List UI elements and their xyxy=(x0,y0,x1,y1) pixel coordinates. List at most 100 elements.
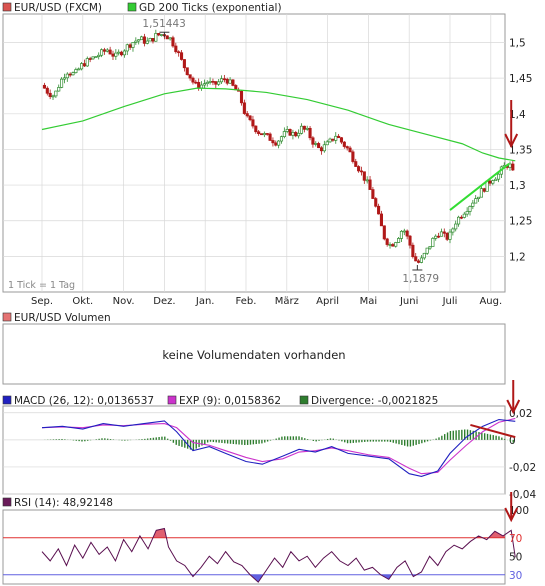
candle-body xyxy=(325,141,329,146)
candle-body xyxy=(54,90,58,97)
divergence-histogram xyxy=(44,429,514,451)
candle-body xyxy=(291,132,295,136)
candle-body xyxy=(188,74,192,79)
candle-body xyxy=(97,54,101,57)
candle-body xyxy=(68,73,72,76)
candle-body xyxy=(179,52,184,60)
candle-body xyxy=(442,231,446,234)
price-y-tick-label: 1,5 xyxy=(509,38,526,50)
candle-body xyxy=(288,129,292,136)
macd-y-tick-label: -0,02 xyxy=(509,462,536,474)
candle-body xyxy=(362,171,366,181)
candle-body xyxy=(317,143,321,149)
candle-body xyxy=(459,216,463,219)
candle-body xyxy=(185,67,189,76)
candle-body xyxy=(339,137,344,143)
candle-body xyxy=(100,49,104,56)
candle-body xyxy=(108,49,112,55)
candle-body xyxy=(474,198,478,204)
candle-body xyxy=(277,140,281,146)
macd-legend-swatch xyxy=(2,395,12,405)
price-y-tick-label: 1,2 xyxy=(509,251,526,263)
candle-body xyxy=(114,52,118,57)
candle-body xyxy=(428,246,432,249)
candle-body xyxy=(414,256,418,262)
candle-body xyxy=(65,73,69,79)
candle-body xyxy=(202,83,206,86)
candle-body xyxy=(48,92,52,97)
candle-body xyxy=(282,131,286,138)
candle-body xyxy=(348,147,352,153)
candle-body xyxy=(194,81,198,84)
macd-y-tick-label: 0 xyxy=(509,435,516,447)
candle-body xyxy=(365,179,369,182)
candle-body xyxy=(199,84,204,89)
volume-plot-frame xyxy=(2,323,506,385)
candle-body xyxy=(497,173,501,180)
macd-legend-divergence: Divergence: -0,0021825 xyxy=(311,395,438,407)
candle-body xyxy=(419,257,423,263)
candle-body xyxy=(80,63,84,70)
month-label: Feb. xyxy=(236,296,257,307)
candle-body xyxy=(334,135,338,141)
price-legend-eurusd: EUR/USD (FXCM) xyxy=(14,2,102,14)
candle-body xyxy=(331,138,335,141)
candle-body xyxy=(371,189,375,199)
candle-body xyxy=(494,178,498,182)
month-label: Nov. xyxy=(113,296,135,307)
month-label: April xyxy=(316,296,339,307)
candle-body xyxy=(137,39,141,42)
exp-legend-swatch xyxy=(167,395,177,405)
rsi-y-tick-label: 70 xyxy=(509,533,522,545)
candle-body xyxy=(299,125,304,134)
candle-body xyxy=(465,211,469,215)
volume-no-data-message: keine Volumendaten vorhanden xyxy=(162,348,345,362)
candle-body xyxy=(374,198,378,207)
candle-body xyxy=(491,180,495,184)
candle-body xyxy=(399,230,403,239)
candle-body xyxy=(297,132,301,137)
candle-body xyxy=(157,33,161,36)
price-arrow-head xyxy=(504,133,519,149)
candle-body xyxy=(159,34,164,36)
candle-body xyxy=(191,77,195,83)
candle-body xyxy=(377,205,381,215)
price-y-tick-label: 1,35 xyxy=(509,144,532,156)
candle-body xyxy=(337,135,341,139)
candle-body xyxy=(359,170,364,173)
candle-body xyxy=(74,69,78,74)
candle-body xyxy=(259,133,264,136)
price-legend-swatch-ma xyxy=(127,2,137,12)
macd-legend-exp: EXP (9): 0,0158362 xyxy=(179,395,281,407)
moving-average-line xyxy=(41,87,516,162)
rsi-legend-swatch xyxy=(2,497,12,507)
candle-body xyxy=(417,260,421,263)
rsi-plot-frame xyxy=(2,509,506,585)
candle-body xyxy=(85,58,89,67)
month-label: Juli xyxy=(442,296,458,307)
candle-body xyxy=(111,53,115,57)
candle-body xyxy=(262,133,266,136)
candle-body xyxy=(257,131,261,134)
candle-body xyxy=(391,244,395,247)
candle-body xyxy=(354,161,358,167)
candle-body xyxy=(165,35,169,40)
candlestick-series xyxy=(42,29,515,264)
low-value-label: 1,1879 xyxy=(402,273,439,285)
candle-body xyxy=(251,119,255,127)
candle-body xyxy=(117,51,121,54)
candle-body xyxy=(62,77,66,80)
rsi-line xyxy=(41,527,516,583)
candle-body xyxy=(305,127,309,130)
candle-body xyxy=(451,228,455,233)
candle-body xyxy=(134,40,138,43)
candle-body xyxy=(319,147,324,152)
price-y-tick-label: 1,45 xyxy=(509,73,532,85)
macd-line xyxy=(41,418,516,477)
candle-body xyxy=(274,142,278,146)
candle-body xyxy=(425,247,429,254)
candle-body xyxy=(145,40,149,44)
candle-body xyxy=(222,78,226,81)
month-label: Juni xyxy=(399,296,418,307)
candle-body xyxy=(91,56,95,60)
